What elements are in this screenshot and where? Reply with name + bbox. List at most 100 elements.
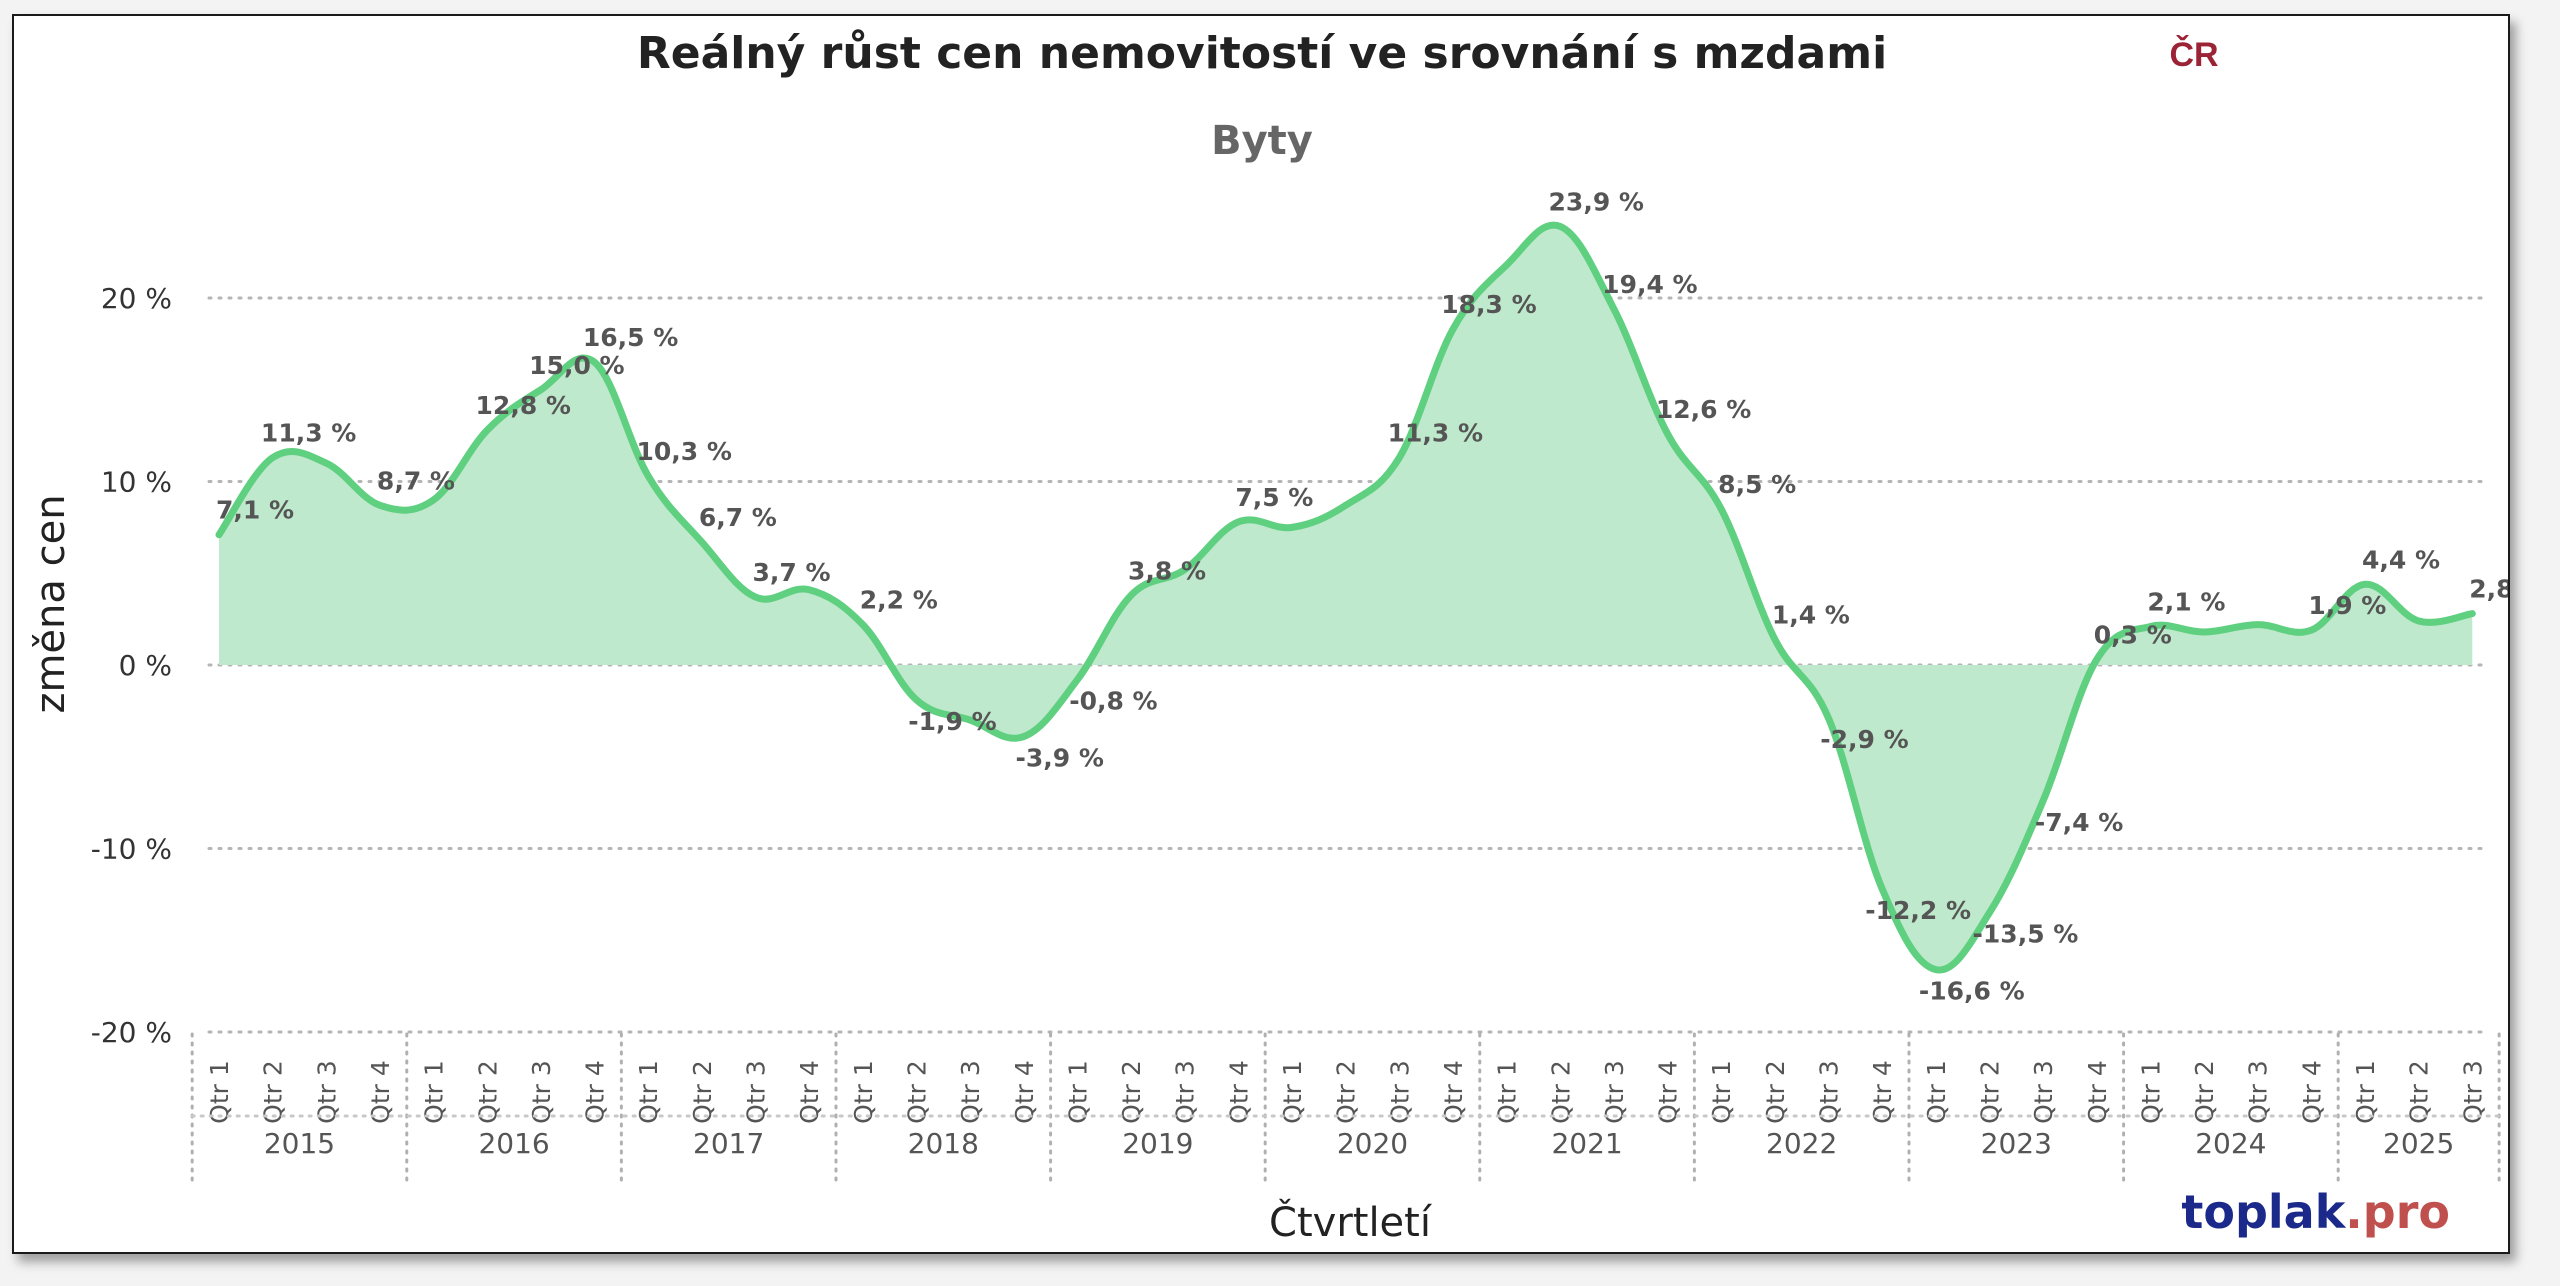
quarter-tick-label: Qtr 4 — [1224, 1060, 1253, 1124]
region-label: ČR — [2169, 35, 2218, 74]
data-label: 1,9 % — [2308, 591, 2386, 620]
data-label: 8,7 % — [377, 466, 455, 495]
series-area — [215, 221, 2476, 974]
year-tick-label: 2018 — [908, 1127, 979, 1160]
year-tick-label: 2025 — [2383, 1127, 2454, 1160]
series-fill — [219, 225, 2473, 971]
data-label: 7,5 % — [1235, 483, 1313, 512]
data-label: 7,1 % — [216, 496, 294, 525]
year-tick-label: 2016 — [478, 1127, 549, 1160]
quarter-tick-label: Qtr 3 — [527, 1060, 556, 1124]
quarter-tick-label: Qtr 3 — [312, 1060, 341, 1124]
data-label: -7,4 % — [2035, 808, 2123, 837]
chart: Reálný růst cen nemovitostí ve srovnání … — [28, 28, 2508, 1246]
chart-frame: Reálný růst cen nemovitostí ve srovnání … — [12, 14, 2510, 1254]
quarter-tick-label: Qtr 1 — [634, 1060, 663, 1124]
quarter-tick-label: Qtr 3 — [2029, 1060, 2058, 1124]
data-label: 2,8 % — [2469, 575, 2508, 604]
data-label: 3,7 % — [752, 558, 830, 587]
year-tick-label: 2017 — [693, 1127, 764, 1160]
data-label: -16,6 % — [1919, 977, 2025, 1006]
data-label: -2,9 % — [1820, 725, 1908, 754]
data-label: 12,6 % — [1656, 395, 1751, 424]
quarter-tick-label: Qtr 3 — [742, 1060, 771, 1124]
data-label: 2,1 % — [2147, 587, 2225, 616]
quarter-tick-label: Qtr 2 — [259, 1060, 288, 1124]
quarter-tick-label: Qtr 2 — [473, 1060, 502, 1124]
quarter-tick-label: Qtr 4 — [2083, 1060, 2112, 1124]
y-tick-label: 0 % — [119, 649, 172, 682]
quarter-tick-label: Qtr 3 — [1815, 1060, 1844, 1124]
quarter-tick-label: Qtr 3 — [2458, 1060, 2487, 1124]
quarter-tick-label: Qtr 1 — [2351, 1060, 2380, 1124]
data-label: -3,9 % — [1016, 744, 1104, 773]
data-label: 0,3 % — [2094, 620, 2172, 649]
quarter-tick-label: Qtr 4 — [366, 1060, 395, 1124]
year-tick-label: 2015 — [264, 1127, 335, 1160]
data-label: 8,5 % — [1718, 470, 1796, 499]
data-label: 19,4 % — [1602, 270, 1697, 299]
data-label: -12,2 % — [1865, 896, 1971, 925]
quarter-tick-label: Qtr 2 — [1975, 1060, 2004, 1124]
quarter-tick-label: Qtr 4 — [1654, 1060, 1683, 1124]
data-label: 18,3 % — [1441, 290, 1536, 319]
year-tick-label: 2024 — [2195, 1127, 2266, 1160]
chart-subtitle: Byty — [1211, 118, 1313, 164]
quarter-tick-label: Qtr 2 — [1117, 1060, 1146, 1124]
y-axis-label: změna cen — [28, 494, 74, 713]
data-label: -1,9 % — [908, 707, 996, 736]
data-label: 11,3 % — [261, 419, 356, 448]
brand-main: toplak — [2181, 1185, 2346, 1239]
year-tick-label: 2021 — [1551, 1127, 1622, 1160]
x-axis-label: Čtvrtletí — [1269, 1198, 1433, 1246]
quarter-tick-label: Qtr 4 — [795, 1060, 824, 1124]
series-line — [215, 221, 2476, 974]
data-label: 23,9 % — [1549, 187, 1644, 216]
quarter-tick-label: Qtr 4 — [1010, 1060, 1039, 1124]
quarter-tick-label: Qtr 4 — [1439, 1060, 1468, 1124]
quarter-tick-label: Qtr 3 — [1171, 1060, 1200, 1124]
quarter-tick-label: Qtr 1 — [420, 1060, 449, 1124]
data-label: 10,3 % — [636, 437, 731, 466]
data-label: -13,5 % — [1973, 920, 2079, 949]
data-labels: 7,1 % 11,3 % 8,7 % 12,8 % 15,0 %16,5 % 10,3 %… — [216, 187, 2508, 1005]
quarter-tick-label: Qtr 2 — [688, 1060, 717, 1124]
y-tick-label: 10 % — [101, 466, 172, 499]
quarter-tick-label: Qtr 1 — [1707, 1060, 1736, 1124]
quarter-tick-label: Qtr 2 — [2405, 1060, 2434, 1124]
chart-title: Reálný růst cen nemovitostí ve srovnání … — [637, 28, 1887, 79]
quarter-tick-label: Qtr 4 — [2297, 1060, 2326, 1124]
quarter-tick-label: Qtr 1 — [1063, 1060, 1092, 1124]
data-label: 11,3 % — [1388, 419, 1483, 448]
data-label: 16,5 % — [583, 323, 678, 352]
quarter-tick-label: Qtr 2 — [1546, 1060, 1575, 1124]
quarter-tick-label: Qtr 3 — [2244, 1060, 2273, 1124]
data-label: -0,8 % — [1069, 687, 1157, 716]
data-label: 2,2 % — [860, 586, 938, 615]
data-label: 1,4 % — [1772, 600, 1850, 629]
quarter-tick-label: Qtr 3 — [956, 1060, 985, 1124]
y-axis-ticks: 20 % 10 % 0 % -10 % -20 % — [91, 282, 172, 1049]
year-tick-label: 2022 — [1766, 1127, 1837, 1160]
quarter-tick-label: Qtr 2 — [1332, 1060, 1361, 1124]
y-tick-label: 20 % — [101, 282, 172, 315]
data-label: 6,7 % — [699, 503, 777, 532]
quarter-tick-label: Qtr 1 — [1493, 1060, 1522, 1124]
quarter-tick-label: Qtr 1 — [2136, 1060, 2165, 1124]
year-tick-label: 2023 — [1981, 1127, 2052, 1160]
brand-suffix: .pro — [2345, 1185, 2450, 1239]
x-axis: Qtr 1 Qtr 2 Qtr 3 Qtr 4 Qtr 1 Qtr 2 Qtr 3 Qtr 4… — [190, 1032, 2501, 1183]
quarter-tick-label: Qtr 2 — [2190, 1060, 2219, 1124]
year-tick-label: 2020 — [1337, 1127, 1408, 1160]
data-label: 3,8 % — [1128, 556, 1206, 585]
quarter-tick-label: Qtr 3 — [1385, 1060, 1414, 1124]
brand-logo: toplak.pro — [2181, 1185, 2450, 1239]
quarter-tick-label: Qtr 3 — [1600, 1060, 1629, 1124]
quarter-tick-label: Qtr 4 — [1868, 1060, 1897, 1124]
year-tick-label: 2019 — [1122, 1127, 1193, 1160]
quarter-tick-label: Qtr 2 — [1761, 1060, 1790, 1124]
y-tick-label: -20 % — [91, 1016, 172, 1049]
quarter-tick-label: Qtr 1 — [1922, 1060, 1951, 1124]
quarter-tick-label: Qtr 4 — [581, 1060, 610, 1124]
quarter-tick-label: Qtr 1 — [205, 1060, 234, 1124]
